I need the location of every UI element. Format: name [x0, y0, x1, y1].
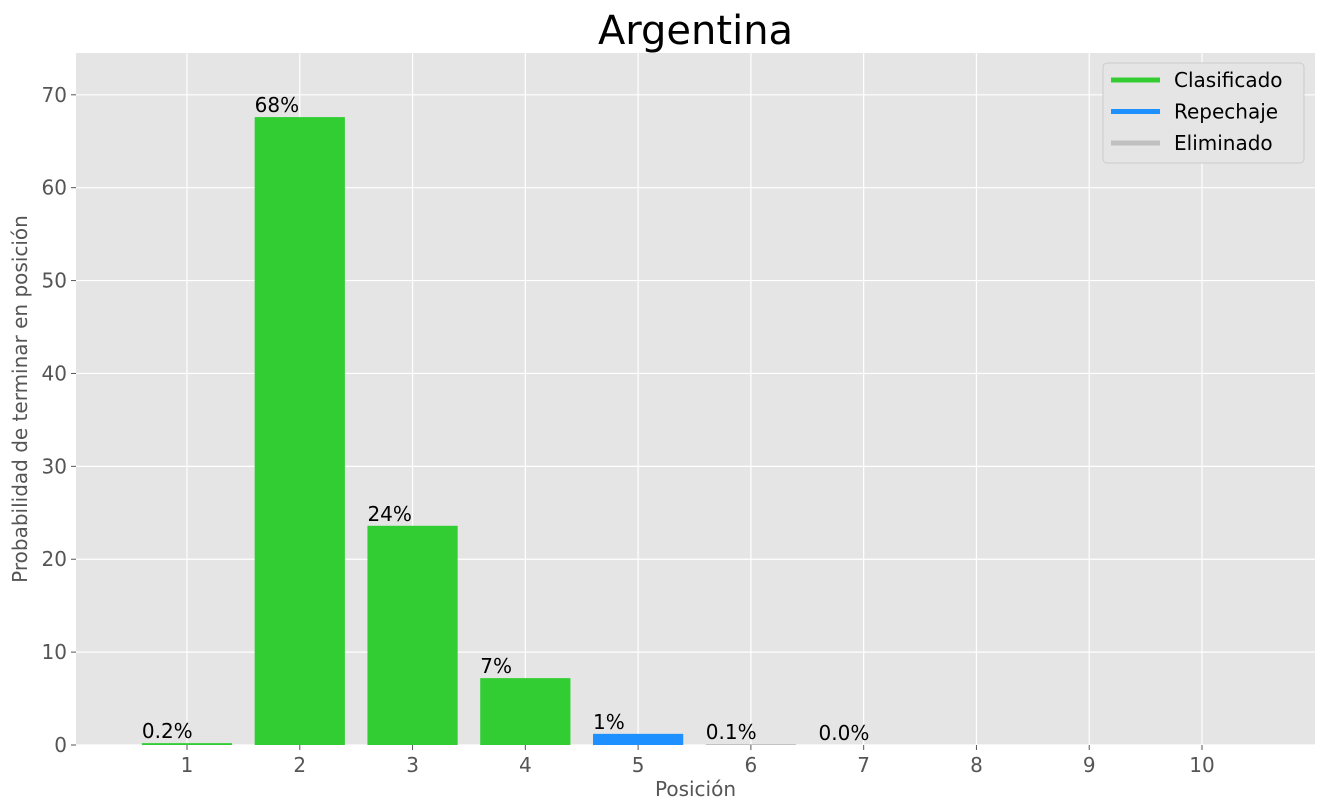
bar: [593, 733, 684, 745]
bar-value-label: 0.0%: [819, 721, 870, 745]
x-axis-label: Posición: [655, 777, 736, 801]
x-tick-label: 3: [406, 753, 419, 777]
bars: [141, 117, 796, 745]
bar-value-label: 24%: [367, 502, 411, 526]
x-tick-label: 2: [293, 753, 306, 777]
chart-title: Argentina: [598, 8, 793, 54]
legend-entry-label: Repechaje: [1174, 100, 1278, 124]
bar: [141, 743, 233, 745]
x-tick-label: 4: [519, 753, 532, 777]
y-tick-label: 60: [42, 176, 67, 200]
bar-value-label: 68%: [255, 93, 299, 117]
y-tick-label: 10: [42, 640, 67, 664]
x-tick-label: 10: [1189, 753, 1214, 777]
bar-value-label: 7%: [480, 654, 512, 678]
legend-entry-label: Clasificado: [1174, 68, 1283, 92]
x-tick-label: 9: [1083, 753, 1096, 777]
y-tick-label: 50: [42, 269, 67, 293]
bar-value-label: 1%: [593, 710, 625, 734]
legend: Clasificado Repechaje Eliminado: [1102, 62, 1305, 164]
y-tick-label: 70: [42, 83, 67, 107]
bar: [480, 678, 571, 745]
y-tick-label: 20: [42, 547, 67, 571]
bar-value-label: 0.1%: [706, 720, 757, 744]
y-tick-label: 40: [42, 361, 67, 385]
bar: [254, 117, 345, 745]
bar-labels: 0.2% 68% 24% 7% 1% 0.1% 0.0%: [142, 93, 869, 745]
x-tick-label: 5: [632, 753, 645, 777]
x-tick-label: 8: [970, 753, 983, 777]
bar: [705, 744, 796, 745]
legend-box: [1102, 62, 1305, 164]
bar: [367, 525, 458, 745]
x-axis-ticks: 1 2 3 4 5 6 7 8 9 10: [181, 745, 1215, 777]
legend-entry-label: Eliminado: [1174, 131, 1273, 155]
bar-value-label: 0.2%: [142, 719, 193, 743]
x-tick-label: 6: [745, 753, 758, 777]
y-tick-label: 30: [42, 454, 67, 478]
y-axis-label: Probabilidad de terminar en posición: [8, 215, 32, 583]
y-tick-label: 0: [54, 733, 67, 757]
y-axis-ticks: 0 10 20 30 40 50 60 70: [42, 83, 76, 757]
x-tick-label: 7: [857, 753, 870, 777]
x-tick-label: 1: [181, 753, 194, 777]
